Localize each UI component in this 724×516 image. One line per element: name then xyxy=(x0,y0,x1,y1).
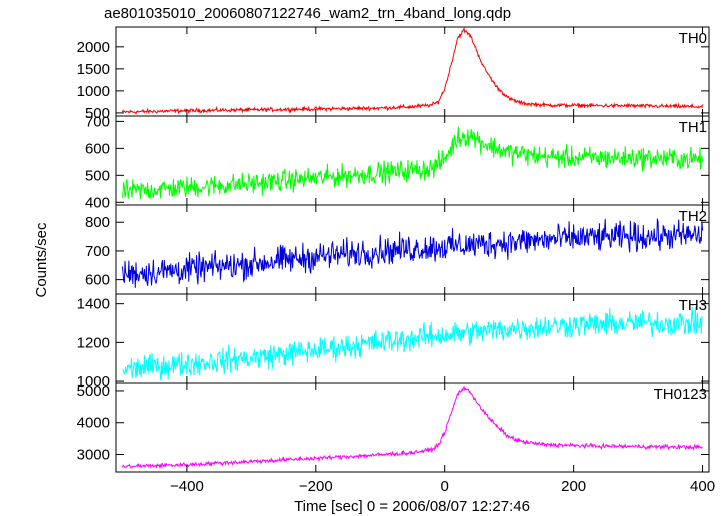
y-tick-label: 500 xyxy=(85,105,110,122)
chart-title: ae801035010_20060807122746_wam2_trn_4ban… xyxy=(104,5,511,22)
series-line-th0 xyxy=(121,27,704,115)
panel-label-th1: TH1 xyxy=(679,119,707,136)
panel-label-th0123: TH0123 xyxy=(654,386,707,403)
panel-label-th0: TH0 xyxy=(679,30,707,47)
x-axis-label: Time [sec] 0 = 2006/08/07 12:27:46 xyxy=(294,498,530,515)
x-tick-label: 0 xyxy=(441,478,449,495)
y-tick-label: 700 xyxy=(85,113,110,130)
y-tick-label: 700 xyxy=(85,243,110,260)
y-tick-label: 4000 xyxy=(77,415,110,432)
series-line-th3 xyxy=(122,306,703,381)
y-tick-label: 800 xyxy=(85,214,110,231)
y-tick-label: 1000 xyxy=(77,373,110,390)
x-tick-label: 200 xyxy=(561,478,586,495)
y-tick-label: 5000 xyxy=(77,383,110,400)
series-line-th2 xyxy=(121,218,704,288)
series-line-th1 xyxy=(121,126,704,200)
y-axis-label: Counts/sec xyxy=(33,222,50,298)
panel-label-th3: TH3 xyxy=(679,297,707,314)
panel-frame-th2 xyxy=(115,204,710,295)
x-tick-label: −200 xyxy=(299,478,333,495)
y-tick-label: 1500 xyxy=(77,61,110,78)
panel-frame-th0123 xyxy=(115,382,710,473)
y-tick-label: 3000 xyxy=(77,447,110,464)
y-tick-label: 2000 xyxy=(77,39,110,56)
y-tick-label: 1200 xyxy=(77,334,110,351)
series-line-th0123 xyxy=(121,386,703,470)
x-tick-label: 400 xyxy=(690,478,715,495)
y-tick-label: 1000 xyxy=(77,83,110,100)
panel-label-th2: TH2 xyxy=(679,208,707,225)
y-tick-label: 400 xyxy=(85,194,110,211)
y-tick-label: 600 xyxy=(85,140,110,157)
panel-frame-th1 xyxy=(115,115,710,206)
y-tick-label: 500 xyxy=(85,167,110,184)
y-tick-label: 1400 xyxy=(77,296,110,313)
y-tick-label: 600 xyxy=(85,272,110,289)
panel-frame-th0 xyxy=(115,26,710,117)
x-tick-label: −400 xyxy=(170,478,204,495)
